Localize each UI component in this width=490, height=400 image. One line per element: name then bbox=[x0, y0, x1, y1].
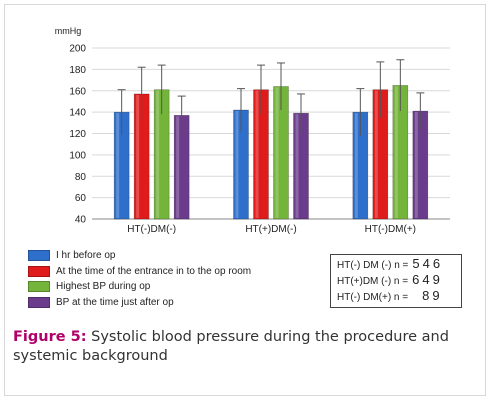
caption-text: Systolic blood pressure during the proce… bbox=[13, 329, 449, 364]
count-label: HT(-) DM(+) n = bbox=[337, 292, 409, 303]
bar-highlight bbox=[255, 90, 259, 218]
bar-chart: mmHg 40 60 80 100 120 140 160 180 200 HT(-)DM(-)… bbox=[55, 26, 450, 235]
bar-highlight bbox=[414, 112, 418, 218]
bar-highlight bbox=[136, 94, 140, 218]
legend-item: I hr before op bbox=[28, 248, 251, 264]
legend-swatch bbox=[28, 281, 50, 293]
count-value: 546 bbox=[412, 256, 444, 271]
legend-item: At the time of the entrance in to the op… bbox=[28, 264, 251, 280]
y-tick-label: 80 bbox=[75, 172, 87, 183]
x-tick-label: HT(-)DM(+) bbox=[365, 224, 416, 235]
error-bars bbox=[117, 59, 425, 136]
legend-item: Highest BP during op bbox=[28, 279, 251, 295]
grid-lines bbox=[92, 47, 450, 199]
sample-size-box: HT(-) DM (-) n = 546 HT(+)DM (-) n = 649 H… bbox=[330, 254, 462, 308]
y-tick-label: 160 bbox=[69, 86, 86, 97]
x-tick-label: HT(-)DM(-) bbox=[127, 224, 176, 235]
y-tick-label: 200 bbox=[69, 44, 86, 55]
count-row: HT(-) DM(+) n = 89 bbox=[337, 289, 455, 305]
bar-highlight bbox=[354, 113, 358, 218]
legend-item: BP at the time just after op bbox=[28, 295, 251, 311]
bar-highlight bbox=[275, 87, 279, 218]
y-tick-labels: 40 60 80 100 120 140 160 180 200 bbox=[69, 44, 86, 226]
bar-highlight bbox=[394, 86, 398, 218]
x-tick-labels: HT(-)DM(-) HT(+)DM(-) HT(-)DM(+) bbox=[127, 224, 416, 235]
y-tick-label: 140 bbox=[69, 108, 86, 119]
legend-label: I hr before op bbox=[56, 250, 116, 262]
legend-label: BP at the time just after op bbox=[56, 296, 174, 308]
legend-label: At the time of the entrance in to the op… bbox=[56, 265, 252, 277]
bar-highlight bbox=[156, 90, 160, 218]
y-tick-label: 60 bbox=[75, 193, 87, 204]
legend-label: Highest BP during op bbox=[56, 281, 151, 293]
figure-label: Figure 5: bbox=[13, 329, 87, 345]
count-value: 649 bbox=[412, 272, 443, 287]
legend-swatch bbox=[28, 250, 50, 262]
count-row: HT(-) DM (-) n = 546 bbox=[337, 257, 455, 273]
figure-caption: Figure 5: Systolic blood pressure during… bbox=[13, 328, 463, 366]
legend-swatch bbox=[28, 265, 50, 277]
y-axis-label: mmHg bbox=[55, 26, 82, 36]
bar-highlight bbox=[235, 110, 239, 218]
bar-highlight bbox=[295, 114, 299, 218]
y-tick-label: 40 bbox=[75, 215, 87, 226]
y-tick-label: 100 bbox=[69, 150, 86, 161]
y-tick-label: 180 bbox=[69, 65, 86, 76]
bar-highlight bbox=[374, 90, 378, 218]
bar-highlight bbox=[176, 116, 180, 218]
legend-swatch bbox=[28, 296, 50, 308]
count-value: 89 bbox=[422, 288, 443, 303]
count-row: HT(+)DM (-) n = 649 bbox=[337, 273, 455, 289]
count-label: HT(-) DM (-) n = bbox=[337, 260, 409, 271]
legend: I hr before op At the time of the entran… bbox=[28, 248, 251, 310]
x-tick-label: HT(+)DM(-) bbox=[245, 224, 296, 235]
count-label: HT(+)DM (-) n = bbox=[337, 276, 409, 287]
y-tick-label: 120 bbox=[69, 129, 86, 140]
figure-frame bbox=[4, 4, 486, 396]
bar-highlight bbox=[116, 113, 120, 218]
